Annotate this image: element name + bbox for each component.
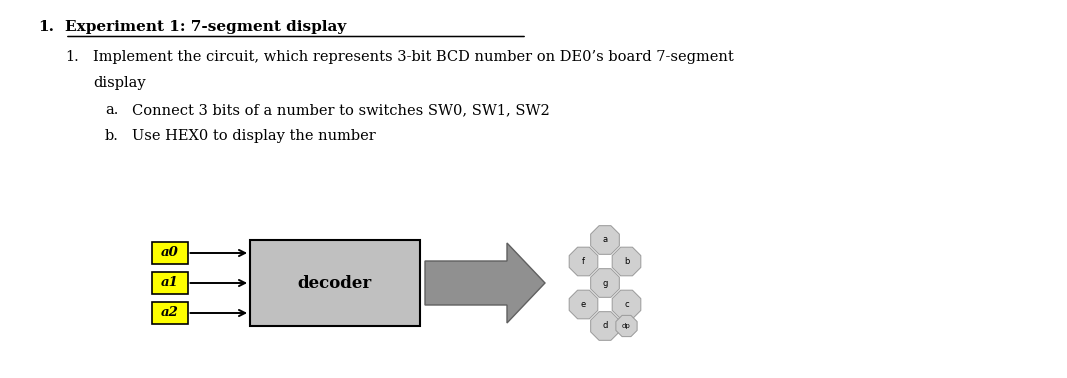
Text: d: d	[602, 322, 608, 330]
Text: 1.: 1.	[38, 20, 54, 34]
Text: a: a	[603, 235, 607, 245]
Text: Connect 3 bits of a number to switches SW0, SW1, SW2: Connect 3 bits of a number to switches S…	[132, 103, 550, 117]
FancyBboxPatch shape	[152, 242, 189, 264]
Text: Use HEX0 to display the number: Use HEX0 to display the number	[132, 130, 376, 144]
Text: decoder: decoder	[298, 274, 372, 291]
Text: e: e	[580, 300, 586, 309]
Text: Implement the circuit, which represents 3-bit BCD number on DE0’s board 7-segmen: Implement the circuit, which represents …	[93, 50, 734, 64]
Polygon shape	[591, 226, 619, 254]
Text: b: b	[624, 257, 630, 266]
FancyBboxPatch shape	[250, 240, 420, 325]
FancyBboxPatch shape	[152, 302, 189, 324]
Text: f: f	[582, 257, 585, 266]
Text: b.: b.	[105, 130, 118, 144]
Polygon shape	[569, 247, 598, 276]
Text: Experiment 1: 7-segment display: Experiment 1: 7-segment display	[65, 20, 347, 34]
Text: 1.: 1.	[65, 50, 79, 64]
Polygon shape	[612, 290, 641, 319]
Polygon shape	[591, 312, 619, 340]
Polygon shape	[569, 290, 598, 319]
Text: c: c	[624, 300, 628, 309]
Text: display: display	[93, 76, 145, 90]
FancyBboxPatch shape	[152, 272, 189, 294]
Polygon shape	[612, 247, 641, 276]
Polygon shape	[591, 269, 619, 297]
Text: a.: a.	[105, 103, 118, 117]
Text: a1: a1	[161, 276, 179, 290]
Text: a0: a0	[161, 246, 179, 260]
Text: dp: dp	[622, 323, 631, 329]
Polygon shape	[425, 243, 545, 323]
Text: g: g	[602, 279, 608, 288]
Polygon shape	[616, 315, 637, 337]
Text: a2: a2	[161, 307, 179, 319]
